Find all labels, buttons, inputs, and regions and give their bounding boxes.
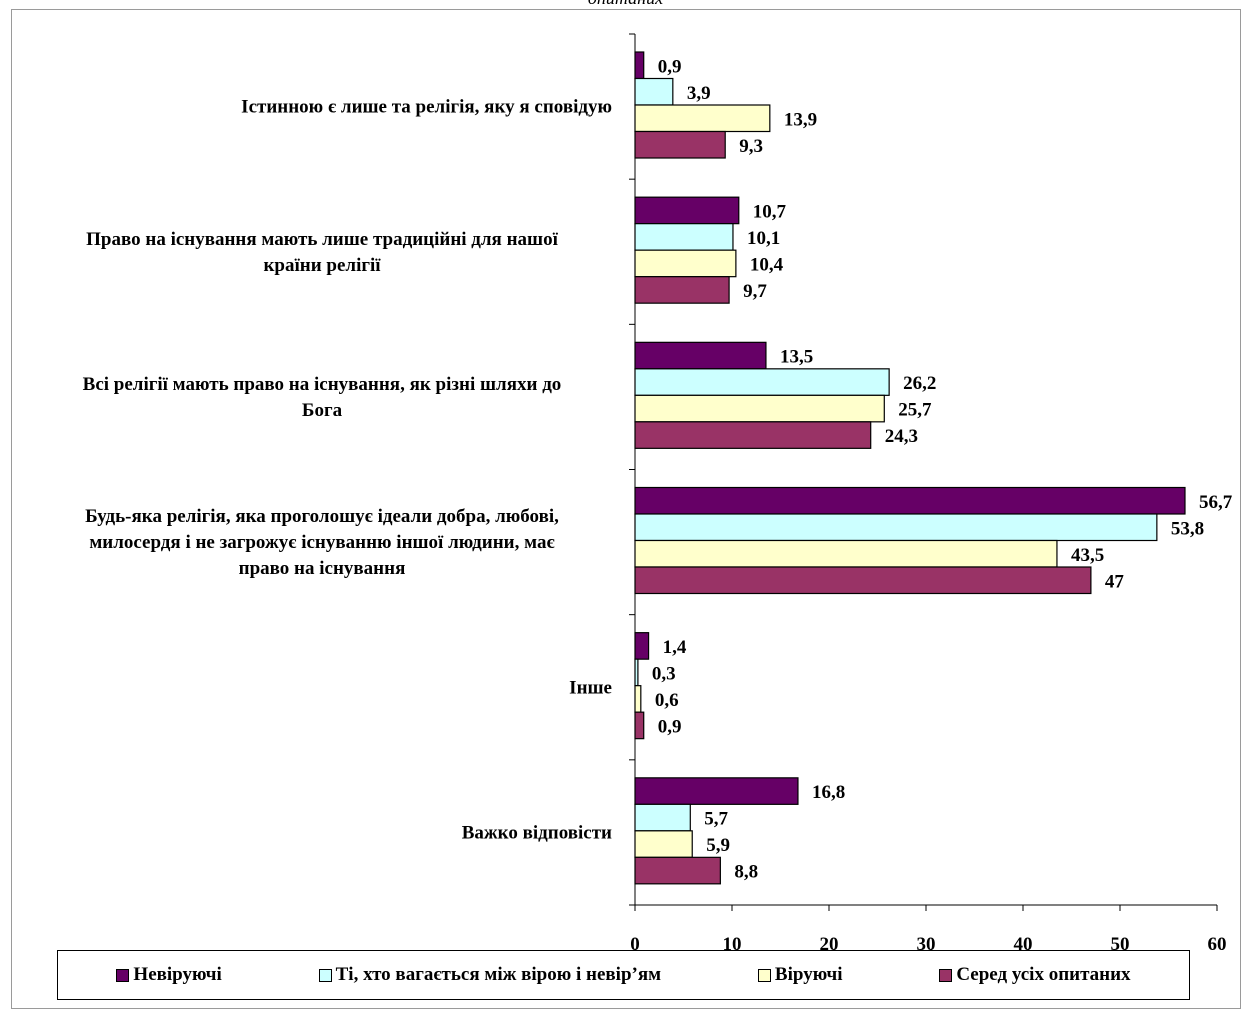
bar — [634, 196, 740, 225]
label-layer: Істинною є лише та релігія, яку я сповід… — [83, 56, 1233, 882]
category-label: Істинною є лише та релігія, яку я сповід… — [241, 97, 612, 118]
data-label: 10,7 — [753, 201, 787, 222]
bar — [634, 421, 872, 449]
data-label: 3,9 — [687, 83, 711, 104]
legend-item: Невіруючі — [116, 964, 222, 986]
bar — [634, 830, 693, 858]
bar — [634, 566, 1092, 595]
top-caption: опитаних — [0, 0, 1251, 9]
bar — [634, 777, 799, 805]
legend-item: Серед усіх опитаних — [939, 964, 1131, 986]
legend-item: Віруючі — [757, 964, 843, 986]
data-label: 0,6 — [655, 690, 679, 711]
x-tick-label: 40 — [1014, 934, 1033, 955]
bar — [634, 803, 691, 832]
legend-swatch — [757, 968, 771, 982]
data-label: 8,8 — [734, 862, 758, 883]
legend-label: Віруючі — [774, 964, 843, 985]
x-tick-label: 50 — [1111, 934, 1130, 955]
data-label: 24,3 — [885, 426, 918, 447]
bar — [634, 539, 1058, 568]
x-tick-label: 0 — [630, 934, 640, 955]
category-label: Будь-яка релігія, яка проголошує ідеали … — [85, 506, 559, 579]
legend-swatch — [318, 968, 332, 982]
legend-swatch — [939, 968, 953, 982]
category-label: Важко відповісти — [462, 822, 612, 843]
legend-swatch — [116, 968, 130, 982]
bar — [634, 486, 1186, 515]
data-label: 13,5 — [780, 347, 813, 368]
bar — [634, 276, 730, 304]
bar — [634, 632, 650, 660]
legend-label: Серед усіх опитаних — [956, 964, 1131, 985]
axis-layer: 0 10 20 30 40 50 60 — [629, 33, 1227, 955]
bar — [634, 51, 645, 80]
data-label: 43,5 — [1071, 545, 1104, 566]
bar — [634, 223, 734, 251]
bar — [634, 711, 645, 740]
data-label: 5,7 — [704, 809, 728, 830]
legend-label: Невіруючі — [133, 964, 222, 985]
legend-item: Ті, хто вагається між вірою і невір’ям — [318, 964, 662, 986]
data-label: 16,8 — [812, 782, 845, 803]
data-label: 56,7 — [1199, 492, 1233, 513]
bar — [634, 685, 642, 713]
data-label: 25,7 — [898, 400, 932, 421]
category-label: Інше — [569, 677, 612, 698]
data-label: 47 — [1105, 571, 1125, 592]
data-label: 5,9 — [706, 835, 730, 856]
category-label: Всі релігії мають право на існування, як… — [83, 374, 562, 421]
bar — [634, 77, 674, 106]
data-label: 0,3 — [652, 663, 676, 684]
bar — [634, 249, 737, 278]
data-label: 10,4 — [750, 254, 784, 275]
data-label: 13,9 — [784, 109, 817, 130]
bar — [634, 394, 885, 423]
data-label: 9,7 — [743, 281, 767, 302]
data-label: 0,9 — [658, 56, 682, 77]
bar — [634, 368, 890, 396]
x-tick-label: 20 — [820, 934, 839, 955]
data-label: 9,3 — [739, 136, 763, 157]
data-label: 26,2 — [903, 373, 936, 394]
category-label: Право на існування мають лише традиційні… — [86, 229, 558, 276]
x-tick-label: 60 — [1208, 934, 1227, 955]
bar — [634, 856, 721, 885]
bar-layer — [634, 51, 1186, 885]
bar — [634, 341, 767, 370]
bar — [634, 104, 771, 133]
data-label: 10,1 — [747, 228, 780, 249]
x-tick-label: 30 — [917, 934, 936, 955]
data-label: 1,4 — [663, 637, 687, 658]
bar — [634, 513, 1158, 542]
legend: Невіруючі Ті, хто вагається між вірою і н… — [57, 950, 1190, 1000]
data-label: 0,9 — [658, 716, 682, 737]
legend-label: Ті, хто вагається між вірою і невір’ям — [335, 964, 662, 985]
data-label: 53,8 — [1171, 518, 1204, 539]
bar — [634, 658, 639, 687]
bar — [634, 130, 726, 159]
x-tick-label: 10 — [723, 934, 742, 955]
